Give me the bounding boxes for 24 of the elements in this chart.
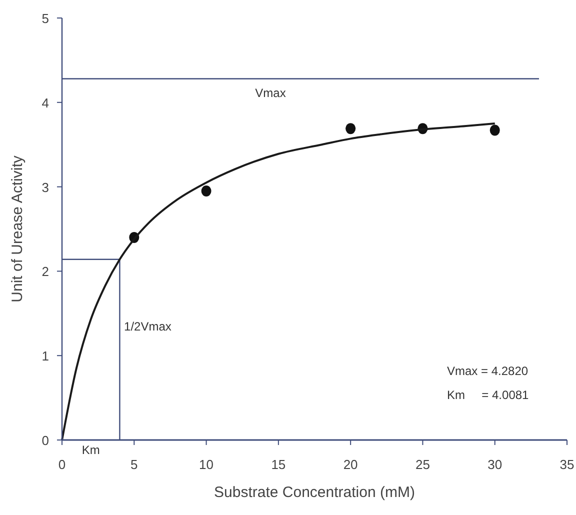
- x-tick-label: 10: [199, 457, 214, 472]
- point: [201, 186, 212, 197]
- x-tick-label: 35: [560, 457, 574, 472]
- x-tick-label: 30: [488, 457, 502, 472]
- y-tick-label: 2: [42, 264, 49, 280]
- y-tick-label: 3: [42, 180, 49, 195]
- y-tick-label: 1: [42, 348, 49, 364]
- annotation: 1/2Vmax: [124, 319, 172, 334]
- x-tick-label: 20: [343, 457, 358, 472]
- x-tick-label: 5: [130, 457, 138, 472]
- annotation: Vmax = 4.2820: [447, 364, 528, 378]
- y-tick-label: 0: [42, 433, 49, 448]
- annotation: Km = 4.0081: [447, 388, 530, 402]
- point: [490, 124, 500, 136]
- x-tick-label: 25: [415, 457, 430, 472]
- y-tick-label: 4: [42, 95, 49, 110]
- y-axis-title: Unit of Urease Activity: [9, 155, 26, 302]
- x-axis-title: Substrate Concentration (mM): [214, 484, 415, 501]
- y-tick-label: 5: [42, 11, 49, 26]
- x-tick-label: 0: [58, 457, 66, 472]
- point: [346, 123, 356, 134]
- ref-line-label: Vmax: [255, 86, 286, 100]
- x-tick-label: 15: [271, 457, 286, 472]
- ref-line-label: Km: [82, 443, 100, 457]
